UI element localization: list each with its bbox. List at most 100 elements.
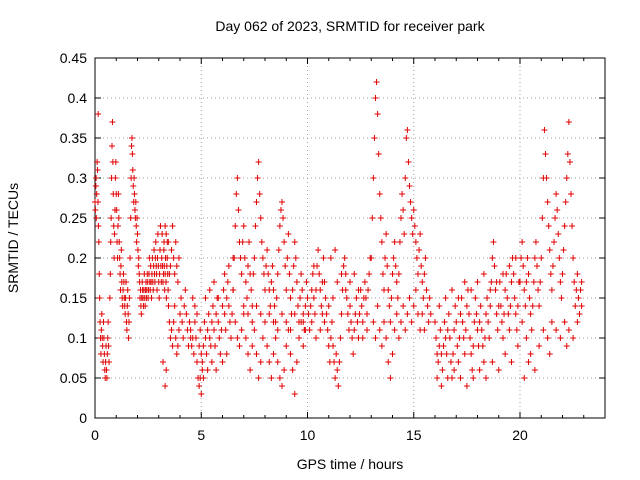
data-point [557,335,564,341]
data-point [403,135,410,141]
data-point [502,287,509,293]
data-point [126,319,132,325]
data-point [490,239,497,245]
data-point [359,335,366,341]
data-point [377,215,384,221]
data-point [202,295,209,301]
data-point [257,215,264,221]
data-point [298,271,305,277]
data-point [399,191,406,197]
data-point [362,295,369,301]
data-point [498,319,505,325]
data-point [577,287,584,293]
data-point [331,359,338,365]
data-point [419,279,426,285]
data-point [238,327,245,333]
data-point [483,311,489,317]
data-point [129,167,136,173]
y-tick-label: 0.35 [60,130,87,146]
data-point [410,303,417,309]
data-point [206,287,213,293]
data-point [337,335,344,341]
data-point [174,343,181,349]
data-point [366,271,373,277]
y-tick-label: 0.15 [60,290,87,306]
y-tick-label: 0.2 [68,250,88,266]
data-point [384,263,391,269]
chart-title: Day 062 of 2023, SRMTID for receiver par… [215,18,485,34]
data-point [93,191,100,197]
data-point [478,327,485,333]
data-point [98,327,105,333]
data-point [556,255,563,261]
data-point [120,271,127,277]
data-point [404,127,411,133]
data-point [393,279,400,285]
data-point [221,271,228,277]
data-point [263,263,270,269]
data-point [94,159,101,165]
data-point [342,287,349,293]
data-point [470,343,477,349]
data-point [248,287,255,293]
data-point [381,319,387,325]
data-point [311,311,318,317]
data-point [474,279,481,285]
data-point [570,255,577,261]
data-point [275,247,282,253]
data-point [510,271,517,277]
data-point [491,263,498,269]
data-point [274,327,281,333]
data-point [243,295,250,301]
data-point [280,215,287,221]
data-point [480,271,487,277]
y-axis-label: SRMTID / TECUs [5,183,21,293]
data-point [565,119,572,125]
data-point [338,271,345,277]
data-point [232,319,239,325]
data-point [371,135,378,141]
data-point [343,295,350,301]
data-point [215,319,222,325]
data-point [299,287,306,293]
data-point [257,311,264,317]
data-point [553,327,560,333]
data-point [283,343,290,349]
data-point [480,359,487,365]
data-point [338,311,345,317]
data-point [170,319,177,325]
data-point [206,335,213,341]
data-point [455,295,462,301]
data-point [194,359,200,365]
data-point [418,263,425,269]
data-point [277,207,284,213]
data-point [324,327,331,333]
data-point [422,255,429,261]
data-point [333,351,340,357]
data-point [112,159,119,165]
data-point [95,223,102,229]
data-point [382,255,389,261]
data-point [308,319,315,325]
data-point [487,287,494,293]
data-point [485,319,492,325]
data-point [173,263,180,269]
data-point [103,375,110,381]
data-point [165,239,172,245]
data-point [473,311,480,317]
data-point [266,311,273,317]
data-point [495,367,502,373]
data-point [413,255,420,261]
data-point [300,343,307,349]
data-point [568,191,574,197]
data-point [208,359,215,365]
data-point [409,231,416,237]
data-point [439,367,446,373]
data-point [238,271,245,277]
data-point [402,175,409,181]
data-point [98,311,105,317]
data-point [546,351,553,357]
data-point [351,271,358,277]
data-point [452,303,459,309]
data-point [500,335,506,341]
